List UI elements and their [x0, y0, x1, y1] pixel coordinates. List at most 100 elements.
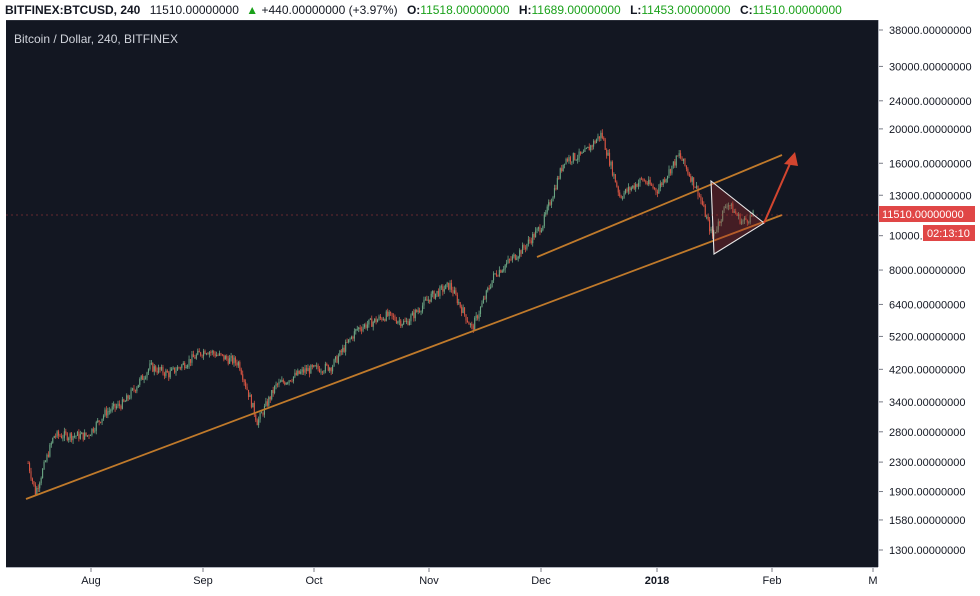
candle-body: [672, 161, 674, 166]
candle-body: [620, 196, 622, 198]
candle-body: [391, 313, 393, 316]
candle-body: [587, 146, 589, 149]
candle-body: [114, 403, 116, 409]
price-axis[interactable]: 38000.00000000 30000.00000000 24000.000000…: [878, 20, 980, 567]
candle-body: [678, 153, 680, 156]
candle-body: [358, 327, 360, 329]
time-tick-label: Oct: [305, 575, 322, 587]
time-tick-label: Feb: [763, 575, 782, 587]
candle-body: [395, 320, 397, 324]
candle-body: [194, 357, 196, 359]
candle-body: [208, 352, 210, 355]
candle-body: [329, 367, 331, 371]
candlestick-plot[interactable]: [6, 21, 878, 568]
price-tick-label: 6400.00000000: [889, 299, 965, 311]
candle-body: [66, 433, 68, 441]
candle-body: [517, 256, 519, 259]
candle-body: [247, 389, 250, 398]
symbol-info-bar: BITFINEX:BTCUSD, 240 11510.00000000 ▲ +4…: [0, 0, 980, 20]
candle-body: [188, 359, 190, 366]
time-tick-label: M: [868, 575, 877, 587]
candle-body: [407, 320, 409, 326]
candle-body: [305, 368, 308, 372]
candle-body: [419, 310, 421, 312]
candle-body: [580, 151, 582, 154]
candle-body: [371, 318, 373, 327]
candle-body: [453, 290, 455, 294]
candle-body: [381, 317, 383, 321]
candle-body: [511, 256, 513, 260]
candle-body: [234, 357, 237, 363]
candle-body: [361, 329, 363, 331]
candle-body: [162, 366, 164, 374]
candle-body: [481, 303, 483, 308]
candle-body: [365, 324, 367, 328]
candle-body: [720, 220, 722, 224]
candle-body: [700, 196, 702, 201]
candle-body: [44, 461, 47, 463]
candle-body: [552, 197, 554, 202]
candle-body: [506, 262, 508, 265]
candle-body: [46, 454, 48, 462]
close-label: C:: [739, 3, 753, 17]
candle-body: [374, 318, 376, 322]
time-tick-label: Nov: [419, 575, 439, 587]
candle-body: [478, 313, 480, 319]
candle-body: [382, 319, 384, 321]
candle-body: [659, 183, 661, 188]
chart-pane[interactable]: [6, 20, 878, 568]
candle-body: [53, 436, 55, 438]
candle-body: [85, 432, 87, 436]
candle-body: [475, 315, 477, 318]
candle-body: [436, 290, 438, 294]
symbol-label[interactable]: BITFINEX:BTCUSD, 240: [5, 3, 141, 17]
candle-body: [477, 315, 479, 319]
candle-body: [749, 214, 751, 223]
candle-body: [471, 323, 473, 326]
candle-body: [432, 291, 434, 294]
candle-body: [465, 314, 467, 321]
candle-body: [185, 367, 187, 369]
low-label: L:: [630, 3, 642, 17]
candle-body: [105, 409, 107, 416]
candle-body: [622, 197, 624, 199]
candle-body: [78, 431, 80, 439]
candle-body: [524, 247, 527, 249]
candle-body: [565, 158, 567, 164]
candle-body: [614, 174, 616, 183]
candle-body: [459, 302, 461, 307]
candle-body: [298, 370, 300, 374]
countdown-tag-text: 02:13:10: [927, 228, 970, 240]
candle-body: [420, 311, 422, 313]
candle-body: [58, 431, 60, 436]
candle-body: [519, 250, 521, 257]
candle-body: [390, 311, 392, 314]
candle-body: [400, 320, 402, 326]
time-axis[interactable]: Aug Sep Oct Nov Dec 2018 Feb M: [6, 567, 878, 591]
candle-body: [65, 431, 67, 434]
candle-body: [662, 179, 664, 185]
candle-body: [698, 195, 701, 197]
candle-body: [249, 394, 251, 398]
last-price-tag: [879, 206, 975, 223]
candle-body: [159, 367, 161, 370]
candle-body: [498, 270, 500, 277]
candle-body: [30, 471, 32, 479]
triangle-pattern: [710, 179, 765, 255]
candle-body: [600, 132, 602, 139]
candle-body: [677, 155, 679, 157]
price-tick-label: 5200.00000000: [889, 331, 965, 343]
candle-body: [564, 163, 566, 165]
candle-body: [166, 370, 168, 373]
candle-body: [426, 299, 428, 301]
candle-body: [268, 397, 270, 406]
candle-body: [89, 434, 92, 436]
candle-body: [204, 350, 206, 355]
candle-body: [126, 395, 128, 402]
candle-body: [559, 168, 561, 179]
candle-body: [642, 178, 644, 181]
candle-body: [468, 322, 470, 325]
candle-body: [610, 161, 612, 166]
candle-body: [368, 319, 370, 325]
candle-body: [669, 169, 672, 174]
